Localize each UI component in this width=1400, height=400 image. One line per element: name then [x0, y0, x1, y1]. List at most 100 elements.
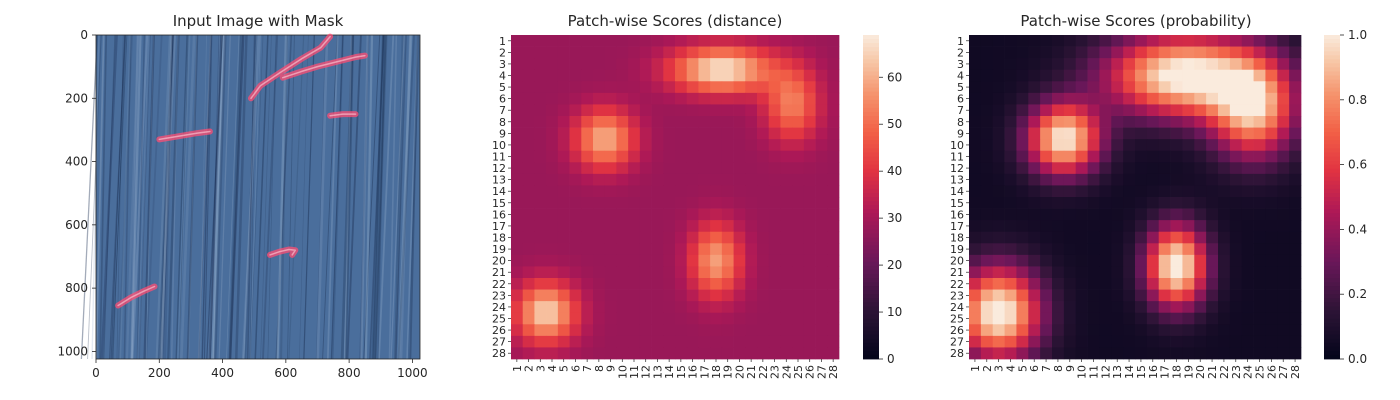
x-tick-label: 17 — [698, 365, 711, 379]
y-tick-label: 9 — [957, 127, 964, 140]
heatmap-cell-r15-c3 — [534, 197, 547, 209]
heatmap-cell-r3-c13 — [1111, 58, 1124, 71]
heatmap-cell-r20-c20 — [733, 254, 746, 267]
heatmap-cell-r4-c4 — [1004, 69, 1017, 82]
heatmap-cell-r18-c15 — [675, 231, 688, 244]
colorbar-segment — [1324, 59, 1340, 64]
image-streak — [179, 35, 196, 359]
heatmap-cell-r1-c19 — [1182, 35, 1195, 47]
heatmap-cell-r11-c12 — [1099, 150, 1112, 163]
colorbar-segment — [1324, 334, 1340, 340]
heatmap-cell-r21-c9 — [604, 266, 617, 279]
heatmap-cell-r8-c19 — [1182, 116, 1195, 128]
heatmap-cell-r21-c22 — [1218, 266, 1231, 279]
heatmap-cell-r7-c7 — [1040, 104, 1053, 117]
y-tick-label: 15 — [950, 197, 964, 210]
image-streak — [280, 35, 289, 359]
heatmap-cell-r3-c18 — [710, 58, 723, 71]
mask-outline-1 — [250, 35, 331, 100]
heatmap-cell-r20-c4 — [546, 254, 559, 267]
heatmap-cell-r11-c20 — [733, 150, 746, 163]
heatmap-cell-r3-c28 — [1289, 58, 1302, 71]
heatmap-cell-r9-c14 — [663, 127, 676, 140]
heatmap-cell-r11-c13 — [1111, 150, 1124, 163]
heatmap-cell-r27-c12 — [1099, 335, 1112, 348]
probability-heatmap-title: Patch-wise Scores (probability) — [1020, 12, 1251, 30]
heatmap-cell-r21-c10 — [616, 266, 629, 279]
heatmap-cell-r6-c11 — [1087, 92, 1100, 105]
colorbar-segment — [863, 306, 879, 311]
heatmap-cell-r22-c12 — [1099, 278, 1112, 290]
heatmap-cell-r2-c1 — [511, 46, 524, 59]
heatmap-cell-r18-c16 — [686, 231, 699, 244]
heatmap-cell-r7-c18 — [1170, 104, 1183, 117]
heatmap-cell-r16-c23 — [768, 208, 781, 221]
heatmap-cell-r22-c21 — [745, 278, 758, 290]
heatmap-cell-r7-c3 — [534, 104, 547, 117]
heatmap-cell-r22-c24 — [780, 278, 793, 290]
heatmap-cell-r3-c7 — [1040, 58, 1053, 71]
heatmap-cell-r28-c13 — [651, 347, 664, 360]
heatmap-cell-r3-c10 — [616, 58, 629, 71]
heatmap-cell-r20-c26 — [803, 254, 816, 267]
heatmap-cell-r10-c3 — [992, 139, 1005, 152]
colorbar-segment — [1324, 132, 1340, 137]
heatmap-cell-r24-c17 — [1158, 301, 1171, 314]
colorbar-segment — [863, 310, 879, 315]
heatmap-cell-r26-c16 — [1146, 324, 1160, 337]
heatmap-cell-r6-c16 — [1146, 92, 1160, 105]
heatmap-cell-r13-c9 — [604, 173, 617, 186]
colorbar-segment — [1324, 107, 1340, 113]
heatmap-cell-r11-c17 — [698, 150, 711, 163]
heatmap-cell-r19-c11 — [1087, 243, 1100, 256]
heatmap-cell-r21-c13 — [651, 266, 664, 279]
heatmap-cell-r16-c18 — [1170, 208, 1183, 221]
heatmap-cell-r8-c3 — [534, 116, 547, 128]
y-tick-label: 27 — [950, 336, 964, 349]
heatmap-cell-r10-c15 — [675, 139, 688, 152]
y-tick-label: 19 — [492, 243, 506, 256]
heatmap-cell-r18-c21 — [1206, 231, 1219, 244]
heatmap-cell-r15-c6 — [569, 197, 582, 209]
heatmap-cell-r13-c8 — [1052, 173, 1065, 186]
heatmap-cell-r16-c10 — [1075, 208, 1088, 221]
heatmap-cell-r25-c12 — [639, 312, 652, 325]
heatmap-cell-r20-c23 — [1229, 254, 1243, 267]
heatmap-cell-r13-c20 — [733, 173, 746, 186]
heatmap-cell-r1-c12 — [639, 35, 652, 47]
image-streak — [234, 35, 248, 359]
heatmap-cell-r19-c15 — [1135, 243, 1148, 256]
heatmap-cell-r26-c19 — [721, 324, 734, 337]
heatmap-cell-r15-c19 — [721, 197, 734, 209]
heatmap-cell-r1-c16 — [1146, 35, 1160, 47]
heatmap-cell-r15-c20 — [1194, 197, 1207, 209]
heatmap-cell-r16-c26 — [803, 208, 816, 221]
heatmap-cell-r3-c19 — [721, 58, 734, 71]
heatmap-cell-r5-c7 — [1040, 81, 1053, 94]
heatmap-cell-r23-c8 — [1052, 289, 1065, 302]
heatmap-cell-r2-c27 — [815, 46, 828, 59]
heatmap-cell-r14-c13 — [651, 185, 664, 198]
heatmap-cell-r21-c18 — [1170, 266, 1183, 279]
heatmap-cell-r20-c7 — [1040, 254, 1053, 267]
heatmap-cell-r13-c23 — [768, 173, 781, 186]
heatmap-cell-r8-c11 — [1087, 116, 1100, 128]
heatmap-cell-r2-c25 — [1253, 46, 1266, 59]
heatmap-cell-r19-c25 — [792, 243, 805, 256]
heatmap-cell-r7-c21 — [745, 104, 758, 117]
y-tick-label: 3 — [499, 58, 506, 71]
heatmap-cell-r23-c23 — [1229, 289, 1243, 302]
heatmap-cell-r13-c21 — [1206, 173, 1219, 186]
heatmap-cell-r6-c4 — [546, 92, 559, 105]
heatmap-cell-r10-c5 — [557, 139, 570, 152]
image-streak — [212, 35, 226, 359]
y-tick-label: 3 — [957, 58, 964, 71]
heatmap-cell-r15-c12 — [1099, 197, 1112, 209]
heatmap-cell-r6-c28 — [827, 92, 840, 105]
heatmap-cell-r22-c25 — [1253, 278, 1266, 290]
heatmap-cell-r14-c22 — [1218, 185, 1231, 198]
heatmap-cell-r10-c25 — [792, 139, 805, 152]
heatmap-cell-r26-c13 — [1111, 324, 1124, 337]
heatmap-cell-r21-c3 — [992, 266, 1005, 279]
